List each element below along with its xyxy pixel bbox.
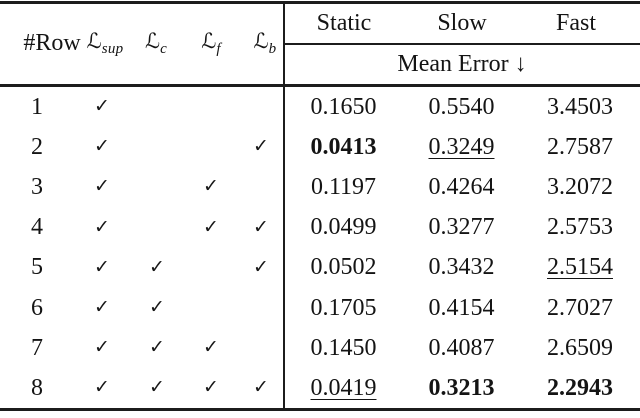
value-slow: 0.4264: [428, 173, 495, 200]
value-fast: 3.4503: [547, 93, 613, 120]
col-header-fast: Fast: [555, 10, 597, 36]
check-l-b: ✓: [253, 215, 269, 238]
value-fast: 2.5753: [547, 214, 613, 241]
table-row: 1 ✓ 0.1650 0.5540 3.4503: [0, 87, 640, 127]
check-l-f: ✓: [203, 376, 219, 399]
row-number: 5: [31, 254, 43, 281]
value-slow: 0.3213: [428, 374, 495, 401]
top-rule: [0, 1, 640, 4]
value-slow: 0.3432: [428, 254, 495, 281]
row-number: 6: [31, 294, 43, 321]
table-row: 4 ✓ ✓ ✓ 0.0499 0.3277 2.5753: [0, 207, 640, 247]
value-static: 0.0413: [310, 133, 377, 160]
row-number: 3: [31, 173, 43, 200]
bottom-rule: [0, 408, 640, 412]
check-l-f: ✓: [203, 215, 219, 238]
value-fast: 3.2072: [547, 173, 613, 200]
check-l-sup: ✓: [94, 175, 110, 198]
script-l-glyph: ℒ: [144, 29, 161, 53]
value-slow: 0.3249: [428, 133, 495, 160]
row-number: 2: [31, 133, 43, 160]
check-l-sup: ✓: [94, 215, 110, 238]
script-l-glyph: ℒ: [201, 29, 217, 53]
table-row: 5 ✓ ✓ ✓ 0.0502 0.3432 2.5154: [0, 247, 640, 287]
check-l-b: ✓: [253, 135, 269, 158]
header-separator-rule: [284, 43, 640, 45]
check-l-b: ✓: [253, 376, 269, 399]
row-number: 8: [31, 374, 43, 401]
col-header-loss-sup: ℒsup: [86, 29, 124, 57]
col-header-row-number: #Row: [23, 30, 81, 56]
col-header-slow: Slow: [437, 10, 487, 36]
check-l-c: ✓: [149, 376, 165, 399]
check-l-sup: ✓: [94, 376, 110, 399]
table-row: 6 ✓ ✓ 0.1705 0.4154 2.7027: [0, 287, 640, 327]
col-header-static: Static: [316, 10, 372, 36]
check-l-f: ✓: [203, 175, 219, 198]
col-header-loss-b: ℒb: [253, 29, 277, 57]
table-row: 8 ✓ ✓ ✓ ✓ 0.0419 0.3213 2.2943: [0, 368, 640, 408]
table-row: 3 ✓ ✓ 0.1197 0.4264 3.2072: [0, 167, 640, 207]
col-header-loss-f: ℒf: [201, 29, 221, 57]
value-fast: 2.6509: [547, 334, 613, 361]
metric-group-label: Mean Error ↓: [397, 51, 527, 77]
value-static: 0.1450: [310, 334, 377, 361]
value-slow: 0.5540: [428, 93, 495, 120]
table-body: 1 ✓ 0.1650 0.5540 3.4503 2 ✓ ✓ 0.0413 0.…: [0, 87, 640, 409]
check-l-sup: ✓: [94, 135, 110, 158]
check-l-c: ✓: [149, 336, 165, 359]
column-divider: [283, 1, 286, 411]
value-static: 0.0499: [310, 214, 377, 241]
check-l-sup: ✓: [94, 336, 110, 359]
mid-rule: [0, 84, 640, 87]
value-static: 0.0419: [310, 374, 377, 401]
value-static: 0.1197: [310, 173, 377, 200]
check-l-sup: ✓: [94, 296, 110, 319]
check-l-sup: ✓: [94, 95, 110, 118]
table-row: 2 ✓ ✓ 0.0413 0.3249 2.7587: [0, 127, 640, 167]
check-l-b: ✓: [253, 255, 269, 278]
row-number: 7: [31, 334, 43, 361]
value-fast: 2.7587: [547, 133, 613, 160]
value-static: 0.0502: [310, 254, 377, 281]
value-static: 0.1650: [310, 93, 377, 120]
value-slow: 0.4087: [428, 334, 495, 361]
script-l-glyph: ℒ: [86, 29, 102, 53]
check-l-c: ✓: [149, 255, 165, 278]
col-header-loss-c: ℒc: [144, 29, 168, 57]
value-slow: 0.3277: [428, 214, 495, 241]
value-static: 0.1705: [310, 294, 377, 321]
check-l-c: ✓: [149, 296, 165, 319]
value-fast: 2.5154: [547, 254, 613, 281]
row-number: 4: [31, 214, 43, 241]
value-fast: 2.7027: [547, 294, 613, 321]
check-l-sup: ✓: [94, 255, 110, 278]
row-number: 1: [31, 93, 43, 120]
value-slow: 0.4154: [428, 294, 495, 321]
check-l-f: ✓: [203, 336, 219, 359]
script-l-glyph: ℒ: [253, 29, 269, 53]
value-fast: 2.2943: [547, 374, 613, 401]
table-row: 7 ✓ ✓ ✓ 0.1450 0.4087 2.6509: [0, 328, 640, 368]
